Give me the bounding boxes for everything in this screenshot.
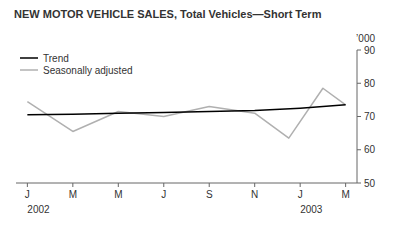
y-tick-label: 50 [364,178,376,189]
chart: NEW MOTOR VEHICLE SALES, Total Vehicles—… [0,0,397,227]
y-tick-label: 60 [364,144,376,155]
x-tick-label: S [206,189,213,200]
legend-label: Seasonally adjusted [43,65,133,76]
y-tick [357,50,361,51]
title: NEW MOTOR VEHICLE SALES, Total Vehicles—… [14,8,322,20]
y-tick-label: 70 [364,111,376,122]
x-tick [118,183,119,187]
y-tick-label: 80 [364,78,376,89]
line-series [27,88,345,138]
x-tick-label: J [161,189,166,200]
legend-swatch [20,69,38,71]
y-tick-label: 90 [364,45,376,56]
year-label: 2003 [300,204,323,215]
x-tick [209,183,210,187]
x-tick-label: M [69,189,77,200]
x-tick-label: M [341,189,349,200]
y-tick [357,83,361,84]
y-tick [357,149,361,150]
y-tick [357,183,361,184]
line-series [27,105,345,115]
x-tick-label: J [298,189,303,200]
legend-label: Trend [43,53,69,64]
legend: TrendSeasonally adjusted [20,53,133,76]
x-tick-label: N [251,189,258,200]
x-tick [254,183,255,187]
x-tick [27,183,28,187]
x-tick [345,183,346,187]
legend-swatch [20,57,38,59]
x-tick [300,183,301,187]
x-tick-label: J [25,189,30,200]
x-tick [72,183,73,187]
x-tick-label: M [114,189,122,200]
y-tick [357,116,361,117]
x-tick [163,183,164,187]
x-axis-line [16,183,357,184]
y-axis-label: ’000 [356,33,375,44]
plot-area [27,88,345,138]
year-label: 2002 [27,204,50,215]
